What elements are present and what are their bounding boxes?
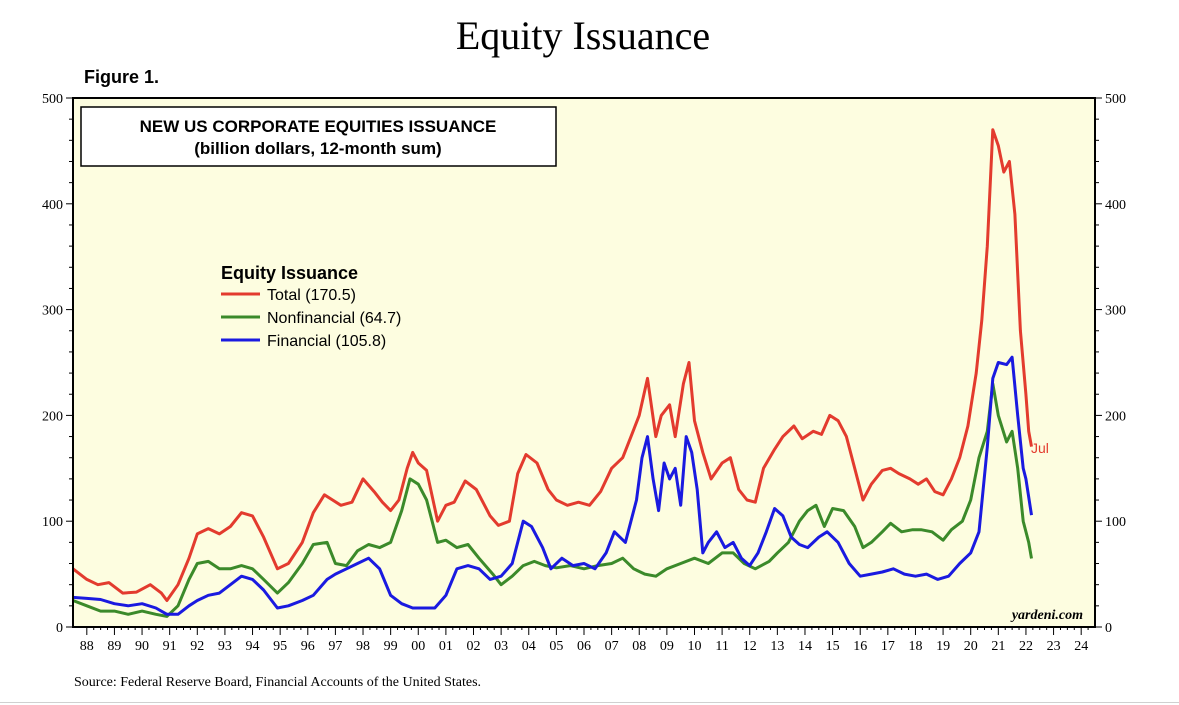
x-tick-label: 08 [632,639,646,654]
legend-value-total: (170.5) [305,287,356,304]
legend-item-nonfinancial: Nonfinancial (64.7) [221,310,401,327]
legend-value-nonfinancial: (64.7) [360,310,402,327]
x-tick-label: 02 [467,639,481,654]
x-tick-label: 05 [549,639,563,654]
x-tick-label: 89 [107,639,121,654]
latest-month-label: Jul [1031,440,1049,456]
legend-title: Equity Issuance [221,263,358,283]
x-tick-label: 12 [743,639,757,654]
x-tick-label: 14 [798,639,812,654]
y-tick-label-left: 200 [42,409,63,424]
x-tick-label: 18 [908,639,922,654]
x-tick-label: 93 [218,639,232,654]
x-tick-label: 03 [494,639,508,654]
x-tick-label: 01 [439,639,453,654]
series-line-financial [72,355,1033,616]
x-tick-label: 20 [964,639,978,654]
x-tick-label: 09 [660,639,674,654]
svg-text:Total (170.5): Total (170.5) [267,287,356,304]
plot-area [73,98,1095,627]
x-tick-label: 94 [246,639,260,654]
x-tick-label: 13 [770,639,784,654]
y-tick-label-right: 0 [1105,621,1112,636]
legend-item-total: Total (170.5) [221,287,356,304]
x-tick-label: 96 [301,639,315,654]
chart-title-box [80,106,557,167]
x-tick-label: 90 [135,639,149,654]
x-tick-label: 91 [163,639,177,654]
figure-label: Figure 1. [84,67,160,87]
x-tick-label: 92 [190,639,204,654]
series-line-total [72,128,1033,602]
x-tick-label: 00 [411,639,425,654]
legend-label-nonfinancial: Nonfinancial [267,310,355,327]
y-tick-label-left: 300 [42,304,63,319]
x-tick-label: 06 [577,639,591,654]
legend-label-total: Total [267,287,301,304]
bottom-divider [0,702,1179,703]
series-layer [72,128,1033,618]
page-title: Equity Issuance [455,13,711,58]
x-tick-label: 15 [826,639,840,654]
y-tick-label-left: 100 [42,515,63,530]
x-tick-label: 21 [991,639,1005,654]
y-tick-label-right: 400 [1105,198,1126,213]
x-tick-label: 22 [1019,639,1033,654]
watermark: yardeni.com [1010,608,1083,623]
chart-subtitle: (billion dollars, 12-month sum) [194,139,441,158]
y-tick-label-right: 300 [1105,304,1126,319]
x-tick-label: 95 [273,639,287,654]
x-tick-label: 88 [80,639,94,654]
x-tick-label: 11 [715,639,728,654]
x-tick-label: 98 [356,639,370,654]
x-tick-label: 17 [881,639,895,654]
x-tick-label: 04 [522,639,536,654]
svg-text:Financial (105.8): Financial (105.8) [267,333,386,350]
legend-value-financial: (105.8) [335,333,386,350]
x-tick-label: 10 [687,639,701,654]
y-tick-label-left: 400 [42,198,63,213]
x-tick-label: 07 [605,639,619,654]
x-tick-label: 19 [936,639,950,654]
x-tick-label: 24 [1074,639,1088,654]
x-tick-label: 99 [384,639,398,654]
y-tick-label-right: 200 [1105,409,1126,424]
legend: Equity Issuance Total (170.5) Nonfinanci… [221,263,401,350]
legend-label-financial: Financial [267,333,331,350]
chart-title: NEW US CORPORATE EQUITIES ISSUANCE [140,117,497,136]
x-tick-label: 23 [1047,639,1061,654]
legend-item-financial: Financial (105.8) [221,333,386,350]
x-tick-label: 97 [328,639,342,654]
y-tick-label-right: 100 [1105,515,1126,530]
source-note: Source: Federal Reserve Board, Financial… [74,675,482,690]
y-tick-label-right: 500 [1105,92,1126,107]
y-tick-label-left: 500 [42,92,63,107]
svg-text:Nonfinancial (64.7): Nonfinancial (64.7) [267,310,401,327]
y-tick-label-left: 0 [56,621,63,636]
x-tick-label: 16 [853,639,867,654]
